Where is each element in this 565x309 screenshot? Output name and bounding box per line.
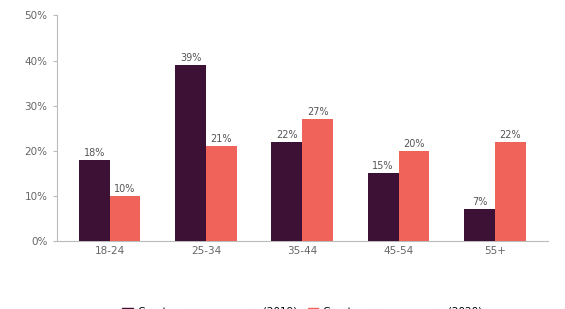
Text: 20%: 20% [403,138,425,149]
Text: 7%: 7% [472,197,487,207]
Text: 22%: 22% [499,129,521,139]
Text: 18%: 18% [84,148,105,158]
Text: 39%: 39% [180,53,201,63]
Bar [302,119,333,241]
Bar [398,151,429,241]
Bar [464,210,495,241]
Text: 21%: 21% [211,134,232,144]
Bar [175,65,206,241]
Bar [495,142,525,241]
Bar [79,160,110,241]
Legend: Cryptocurrency owners (2019), Cryptocurrency owners (2020): Cryptocurrency owners (2019), Cryptocurr… [118,303,486,309]
Text: 10%: 10% [114,184,136,194]
Text: 22%: 22% [276,129,298,139]
Text: 15%: 15% [372,161,394,171]
Bar [368,173,398,241]
Text: 27%: 27% [307,107,328,117]
Bar [110,196,141,241]
Bar [271,142,302,241]
Bar [206,146,237,241]
